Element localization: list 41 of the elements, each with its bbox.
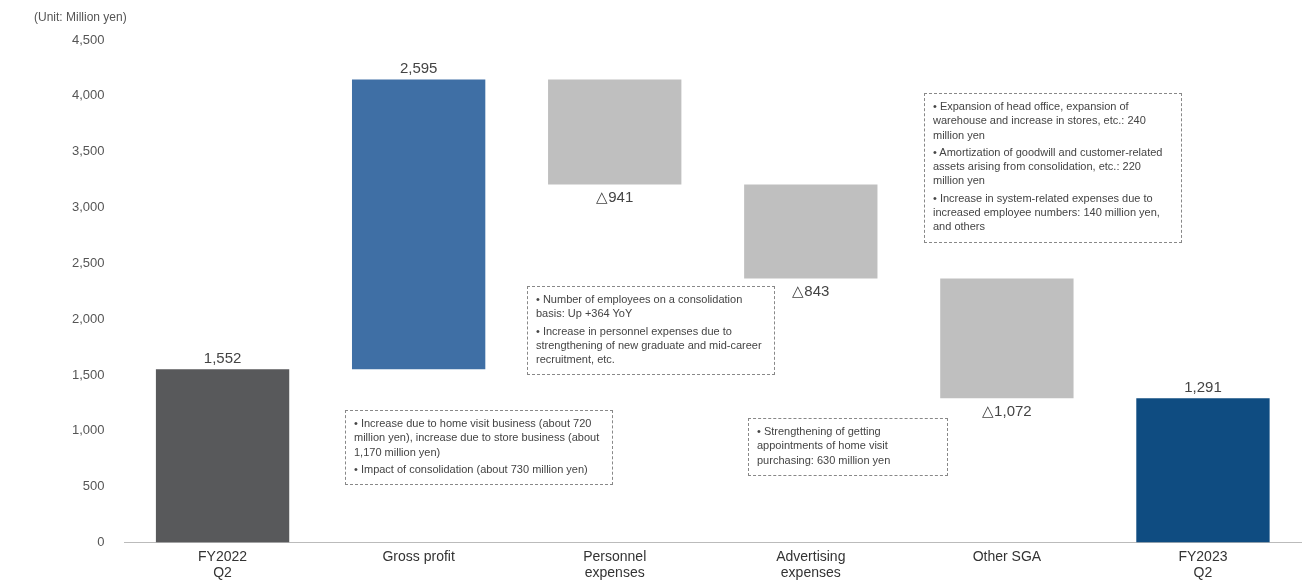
y-tick-label: 1,000 <box>71 422 105 438</box>
annotation: • Expansion of head office, expansion of warehouse and increase in stores, etc.: 240 million yen <box>933 99 1147 142</box>
y-tick-label: 0 <box>97 533 105 549</box>
note-box: • Number of employees on a consolidation basis: Up +364 YoY • Increase in personnel expenses due to strengthening of new graduate and mid-career recruitment, etc. <box>527 286 775 376</box>
annotation: • Increase due to home visit business (about 720 million yen), increase due to store business (about 1,170 million yen) <box>354 416 601 459</box>
annotation: • Increase in system-related expenses due to increased employee numbers: 140 million yen, and others <box>933 190 1161 234</box>
annotation: • Impact of consolidation (about 730 million yen) <box>354 461 589 477</box>
x-tick-label: Gross profit <box>382 547 455 564</box>
data-label: 2,595 <box>399 59 438 77</box>
note-box: • Strengthening of getting appointments of home visit purchasing: 630 million yen <box>748 418 948 476</box>
x-tick-label: Other SGA <box>972 547 1042 564</box>
y-tick-label: 3,500 <box>71 143 105 159</box>
data-label: 1,291 <box>1184 377 1222 395</box>
data-label: △843 <box>792 282 830 300</box>
annotation: • Number of employees on a consolidation basis: Up +364 YoY <box>536 292 744 321</box>
y-tick-label: 4,500 <box>71 31 105 47</box>
bar <box>1136 398 1270 543</box>
x-tick-label: FY2023 Q2 <box>1178 547 1228 581</box>
annotation: • Amortization of goodwill and customer-related assets arising from consolidation, etc.: 220 million yen <box>933 144 1164 188</box>
bar <box>155 369 290 543</box>
bar <box>940 278 1074 399</box>
note-box: • Increase due to home visit business (about 720 million yen), increase due to store business (about 1,170 million yen) • Impact of consolidation (about 730 million yen) <box>345 410 613 486</box>
data-label: △1,072 <box>982 401 1032 419</box>
x-tick-label: FY2022 Q2 <box>198 547 248 581</box>
bar <box>548 79 682 185</box>
data-label: 1,552 <box>203 348 242 366</box>
x-tick-label: Personnel expenses <box>583 547 647 581</box>
annotation: • Strengthening of getting appointments of home visit purchasing: 630 million yen <box>757 424 892 467</box>
bar <box>744 184 878 279</box>
x-tick-label: Advertising expenses <box>776 547 846 581</box>
y-tick-label: 2,500 <box>71 254 105 270</box>
y-tick-label: 3,000 <box>71 199 105 215</box>
note-box: • Expansion of head office, expansion of warehouse and increase in stores, etc.: 240 million yen • Amortization of goodwill and customer-related assets arising from consolidation, etc.: 220 million yen • Increase in system-related expenses due to increased employee numbers: 140 million yen, and others <box>924 93 1182 243</box>
y-tick-label: 2,000 <box>71 310 105 326</box>
annotation: • Increase in personnel expenses due to strengthening of new graduate and mid-career recruitment, etc. <box>536 323 763 367</box>
y-tick-label: 4,000 <box>71 87 105 103</box>
y-tick-label: 500 <box>82 478 105 494</box>
data-label: △941 <box>596 188 634 206</box>
y-tick-label: 1,500 <box>71 366 105 382</box>
bar <box>351 79 486 370</box>
y-axis-title: (Unit: Million yen) <box>34 10 127 24</box>
